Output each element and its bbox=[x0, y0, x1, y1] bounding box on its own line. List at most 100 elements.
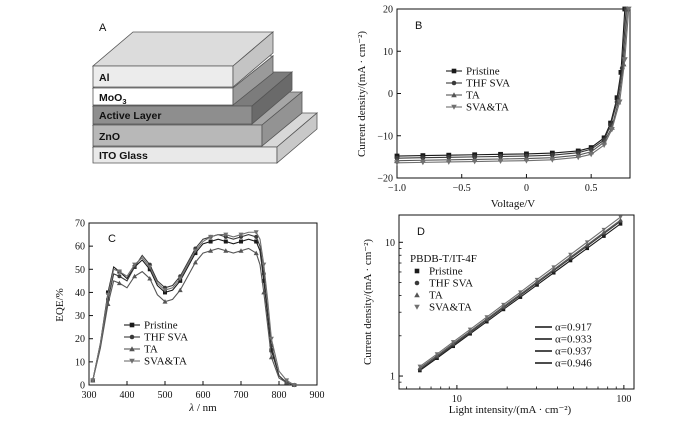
legend-item-pristine: Pristine bbox=[124, 320, 178, 332]
series-sva-ta bbox=[394, 6, 632, 166]
x-tick-label-0: 0 bbox=[524, 183, 529, 194]
legend-marker bbox=[451, 68, 457, 74]
fit-legend-label: α=0.933 bbox=[555, 334, 592, 346]
series-ta bbox=[90, 247, 297, 387]
legend-item-sva-ta: SVA&TA bbox=[414, 302, 472, 314]
data-point-pristine bbox=[254, 239, 259, 244]
data-point-sva-ta bbox=[132, 262, 138, 268]
y-tick-label-40: 40 bbox=[75, 288, 85, 299]
series-line-thf-sva bbox=[396, 8, 627, 159]
data-point-sva-ta bbox=[549, 157, 556, 163]
data-point-ta bbox=[618, 217, 623, 222]
panel-b: −1.0 −0.5 0 0.5 −20 −10 0 10 20 B Voltage/V Curr… bbox=[356, 5, 632, 210]
panel-c-ylabel: EQE/% bbox=[54, 288, 66, 322]
y-tick-label-60: 60 bbox=[75, 242, 85, 253]
data-point-sva-ta bbox=[523, 158, 530, 164]
legend-label: THF SVA bbox=[144, 332, 188, 344]
fit-legend-label: α=0.946 bbox=[555, 358, 592, 370]
data-point-pristine bbox=[239, 239, 243, 244]
data-point-sva-ta bbox=[608, 127, 615, 133]
data-point-pristine bbox=[585, 246, 589, 251]
legend-item-thf-sva: THF SVA bbox=[446, 78, 510, 90]
panel-a: A ITO Glass ZnO Active Layer MoO3 bbox=[91, 22, 319, 164]
y-tick-label-1: 1 bbox=[390, 372, 395, 383]
legend-marker bbox=[129, 322, 135, 328]
data-point-ta bbox=[177, 287, 183, 293]
data-point-pristine bbox=[261, 278, 266, 283]
x-tick-label-300: 300 bbox=[82, 390, 97, 401]
series-line-thf-sva bbox=[92, 233, 295, 386]
data-point-sva-ta bbox=[601, 142, 608, 148]
data-point-thf-sva bbox=[117, 274, 122, 279]
data-point-sva-ta bbox=[450, 340, 456, 345]
data-point-sva-ta bbox=[551, 265, 557, 270]
x-tick-label-800: 800 bbox=[272, 390, 287, 401]
data-point-ta bbox=[132, 273, 138, 279]
data-point-sva-ta bbox=[291, 383, 297, 388]
panel-label-d: D bbox=[417, 226, 425, 238]
legend-marker bbox=[451, 104, 457, 110]
y-tick-label-50: 50 bbox=[75, 265, 85, 276]
series-line-ta bbox=[92, 247, 295, 386]
legend-item-ta: TA bbox=[124, 344, 158, 356]
layer-ito-glass-label: ITO Glass bbox=[99, 150, 148, 162]
legend-marker bbox=[451, 80, 457, 86]
panel-c-series bbox=[90, 230, 297, 388]
fit-legend-label: α=0.937 bbox=[555, 346, 592, 358]
x-tick-label-400: 400 bbox=[120, 390, 135, 401]
panel-d-frame bbox=[398, 214, 635, 390]
data-point-sva-ta bbox=[497, 158, 504, 164]
legend-item-ta: TA bbox=[414, 290, 443, 302]
layer-al: Al bbox=[91, 31, 275, 88]
data-point-pristine bbox=[269, 348, 274, 353]
legend-label: TA bbox=[429, 290, 443, 302]
y-tick-label-0: 0 bbox=[80, 381, 85, 392]
x-tick-label-10: 10 bbox=[452, 394, 462, 405]
data-point-pristine bbox=[618, 69, 624, 75]
data-point-sva-ta bbox=[484, 315, 490, 320]
fit-legend-item: α=0.937 bbox=[535, 346, 592, 358]
data-point-ta bbox=[253, 250, 259, 256]
data-point-sva-ta bbox=[223, 232, 229, 238]
y-tick-label-0: 0 bbox=[388, 89, 393, 100]
data-point-sva-ta bbox=[147, 264, 153, 270]
legend-item-thf-sva: THF SVA bbox=[414, 278, 473, 290]
legend-item-pristine: Pristine bbox=[446, 66, 500, 78]
legend-label: Pristine bbox=[466, 66, 500, 78]
series-line-pristine bbox=[92, 238, 295, 386]
data-point-sva-ta bbox=[584, 240, 590, 245]
x-tick-label-100: 100 bbox=[616, 394, 631, 405]
panel-b-xlabel: Voltage/V bbox=[491, 198, 535, 210]
data-point-ta bbox=[116, 280, 122, 286]
layer-al-label: Al bbox=[99, 72, 110, 84]
y-tick-label-20: 20 bbox=[383, 5, 393, 16]
data-point-pristine bbox=[535, 283, 539, 287]
legend-marker bbox=[414, 280, 420, 286]
data-point-pristine bbox=[208, 239, 213, 244]
legend-marker bbox=[451, 92, 457, 98]
layer-moo3-side bbox=[232, 55, 274, 106]
y-tick-label-30: 30 bbox=[75, 311, 85, 322]
data-point-pristine bbox=[602, 234, 606, 238]
data-point-pristine bbox=[618, 222, 623, 226]
x-tick-label-0-5: 0.5 bbox=[585, 183, 598, 194]
y-tick-label-20: 20 bbox=[75, 334, 85, 345]
data-point-ta bbox=[162, 299, 168, 304]
y-tick-label-10: 10 bbox=[383, 47, 393, 58]
fit-legend-item: α=0.933 bbox=[535, 334, 592, 346]
legend-label: SVA&TA bbox=[429, 302, 472, 314]
data-point-sva-ta bbox=[618, 215, 623, 220]
x-tick-label-500: 500 bbox=[158, 390, 173, 401]
data-point-sva-ta bbox=[575, 154, 582, 161]
series-line-sva-ta bbox=[396, 8, 630, 164]
data-point-sva-ta bbox=[534, 277, 540, 282]
data-point-sva-ta bbox=[417, 364, 423, 369]
layer-ito-glass-side bbox=[276, 112, 318, 164]
layer-zno-side bbox=[261, 91, 303, 147]
data-point-sva-ta bbox=[177, 276, 183, 282]
series-line-sva-ta bbox=[92, 231, 295, 386]
data-point-ta bbox=[261, 289, 267, 295]
data-point-sva-ta bbox=[238, 232, 244, 238]
